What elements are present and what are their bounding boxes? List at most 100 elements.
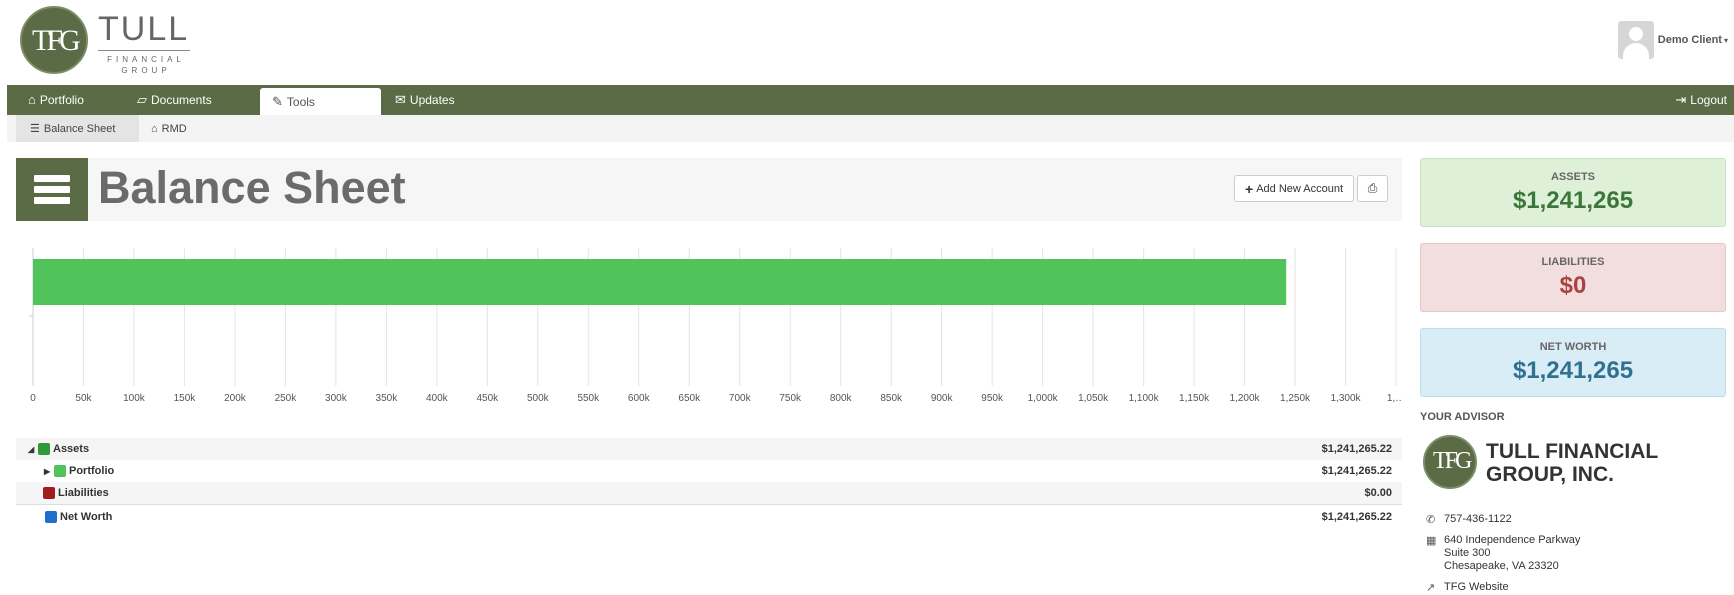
x-tick-label: 1,150k: [1179, 393, 1210, 404]
liabilities-swatch: [43, 487, 55, 499]
logo-monogram: TFG: [32, 24, 81, 57]
assets-card-label: ASSETS: [1550, 171, 1595, 183]
x-tick-label: 1,250k: [1280, 393, 1311, 404]
avatar[interactable]: [1617, 21, 1654, 59]
net-worth-swatch: [45, 510, 57, 523]
balance-sheet-icon: [16, 158, 88, 221]
nav-tools[interactable]: ✎ Tools: [260, 88, 381, 115]
x-tick-label: 700k: [729, 393, 752, 404]
advisor-logo: TFG: [1423, 435, 1477, 489]
expand-icon[interactable]: ▶: [44, 466, 51, 476]
net-worth-label: Net Worth: [60, 510, 113, 523]
advisor-monogram: TFG: [1433, 448, 1472, 474]
address-line1: 640 Independence Parkway: [1444, 534, 1581, 546]
advisor-website-text[interactable]: TFG Website: [1444, 581, 1509, 593]
company-logo[interactable]: TFG TULL FINANCIAL GROUP: [20, 6, 190, 76]
subnav-rmd-label: RMD: [161, 122, 187, 135]
x-tick-label: 1,000k: [1028, 393, 1059, 404]
advisor-name: TULL FINANCIAL GROUP, INC.: [1486, 440, 1658, 486]
logout-icon: ⇥: [1675, 92, 1687, 107]
bar: [33, 259, 1287, 305]
building-icon: ▦: [1426, 535, 1437, 547]
x-tick-label: 800k: [830, 393, 853, 404]
subnav-balance-sheet-label: Balance Sheet: [43, 122, 116, 135]
assets-card-value: $1,241,265: [1512, 187, 1634, 214]
subnav-rmd[interactable]: ⌂ RMD: [151, 115, 187, 142]
x-tick-label: 200k: [224, 393, 247, 404]
advisor-phone-text[interactable]: 757-436-1122: [1444, 513, 1512, 525]
nav-updates-label: Updates: [409, 93, 455, 107]
plus-icon: +: [1245, 180, 1254, 197]
table-row-liabilities[interactable]: Liabilities $0.00: [16, 482, 1402, 504]
subnav-balance-sheet[interactable]: ☰ Balance Sheet: [16, 115, 139, 142]
address-block: 640 Independence Parkway Suite 300 Chesa…: [1444, 534, 1580, 573]
logo-word: TULL: [98, 10, 190, 48]
nav-updates[interactable]: ✉ Updates: [395, 85, 455, 115]
advisor-address: ▦ 640 Independence Parkway Suite 300 Che…: [1426, 534, 1580, 573]
net-worth-card-value: $1,241,265: [1512, 357, 1634, 384]
liabilities-card-value: $0: [1559, 272, 1587, 299]
portfolio-amount: $1,241,265.22: [1321, 465, 1392, 477]
user-name[interactable]: Demo Client: [1657, 34, 1722, 46]
x-tick-label: 250k: [275, 393, 298, 404]
advisor-website-link[interactable]: ↗ TFG Website: [1426, 581, 1509, 594]
x-tick-label: 150k: [174, 393, 197, 404]
add-account-label: Add New Account: [1256, 182, 1344, 195]
net-worth-amount: $1,241,265.22: [1321, 510, 1392, 523]
add-account-button[interactable]: + Add New Account: [1234, 175, 1355, 202]
x-tick-label: 550k: [577, 393, 600, 404]
x-tick-label: 600k: [628, 393, 651, 404]
logo-sub-line2: GROUP: [121, 66, 171, 75]
assets-amount: $1,241,265.22: [1321, 443, 1392, 455]
user-menu[interactable]: Demo Client ▾: [1617, 21, 1728, 59]
logo-sub-line1: FINANCIAL: [107, 55, 185, 64]
portfolio-label: Portfolio: [69, 465, 115, 477]
title-bar: Balance Sheet + Add New Account ⎙: [16, 158, 1402, 221]
advisor-phone[interactable]: ✆ 757-436-1122: [1426, 513, 1512, 526]
table-row-assets[interactable]: ◢ Assets $1,241,265.22: [16, 438, 1402, 460]
x-tick-label: 1,300k: [1331, 393, 1362, 404]
folder-icon: ▱: [137, 92, 147, 107]
list-icon: ☰: [30, 123, 40, 135]
x-tick-label: 650k: [678, 393, 701, 404]
x-tick-label: 900k: [931, 393, 954, 404]
x-tick-label: 750k: [779, 393, 802, 404]
collapse-icon[interactable]: ◢: [28, 444, 35, 454]
nav-portfolio-label: Portfolio: [39, 93, 84, 107]
external-link-icon: ↗: [1426, 582, 1436, 594]
x-tick-label: 1,100k: [1129, 393, 1160, 404]
address-line2: Suite 300: [1444, 547, 1491, 559]
x-tick-label: 350k: [376, 393, 399, 404]
x-tick-label: 850k: [880, 393, 903, 404]
table-row-net-worth: Net Worth $1,241,265.22: [16, 504, 1402, 528]
logout-button[interactable]: ⇥ Logout: [1675, 85, 1727, 115]
print-icon: ⎙: [1367, 181, 1378, 195]
table-row-portfolio[interactable]: ▶ Portfolio $1,241,265.22: [16, 460, 1402, 482]
header: TFG TULL FINANCIAL GROUP Demo Client ▾: [0, 0, 1734, 84]
nav-portfolio[interactable]: ⌂ Portfolio: [28, 85, 84, 115]
liabilities-card-label: LIABILITIES: [1541, 256, 1605, 268]
x-tick-label: 50k: [75, 393, 92, 404]
nav-documents[interactable]: ▱ Documents: [137, 85, 212, 115]
inbox-icon: ✉: [395, 92, 406, 107]
bank-icon: ⌂: [151, 122, 158, 135]
x-tick-label: 450k: [476, 393, 499, 404]
x-tick-label: 300k: [325, 393, 348, 404]
print-button[interactable]: ⎙: [1357, 175, 1388, 202]
balance-table: ◢ Assets $1,241,265.22 ▶ Portfolio $1,24…: [16, 438, 1402, 528]
liabilities-amount: $0.00: [1364, 487, 1392, 499]
logo-monogram-icon: TFG: [20, 6, 88, 74]
net-worth-card-label: NET WORTH: [1539, 341, 1607, 353]
x-tick-label: 400k: [426, 393, 449, 404]
liabilities-label: Liabilities: [58, 487, 109, 499]
balance-chart: 0 50k 100k 150k 200k 250k 300k 350k 400k 450k 500k…: [29, 248, 1402, 404]
caret-down-icon[interactable]: ▾: [1723, 35, 1728, 45]
phone-icon: ✆: [1426, 514, 1436, 526]
liabilities-card: LIABILITIES $0: [1420, 243, 1726, 312]
main-nav: ⌂ Portfolio ▱ Documents ✎ Tools ✉ Update…: [7, 85, 1734, 115]
net-worth-card: NET WORTH $1,241,265: [1420, 328, 1726, 397]
advisor-section-title: YOUR ADVISOR: [1420, 411, 1505, 423]
assets-swatch: [38, 443, 50, 455]
logout-label: Logout: [1690, 93, 1727, 107]
page-title: Balance Sheet: [98, 162, 406, 213]
